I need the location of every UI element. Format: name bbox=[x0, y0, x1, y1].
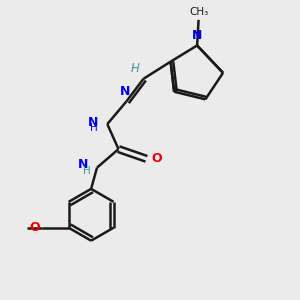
Text: N: N bbox=[120, 85, 130, 98]
Text: O: O bbox=[152, 152, 162, 165]
Text: H: H bbox=[130, 62, 139, 75]
Text: N: N bbox=[78, 158, 88, 171]
Text: N: N bbox=[192, 29, 202, 42]
Text: CH₃: CH₃ bbox=[189, 7, 208, 17]
Text: N: N bbox=[88, 116, 98, 129]
Text: O: O bbox=[29, 221, 40, 234]
Text: H: H bbox=[83, 167, 91, 176]
Text: H: H bbox=[90, 123, 98, 133]
